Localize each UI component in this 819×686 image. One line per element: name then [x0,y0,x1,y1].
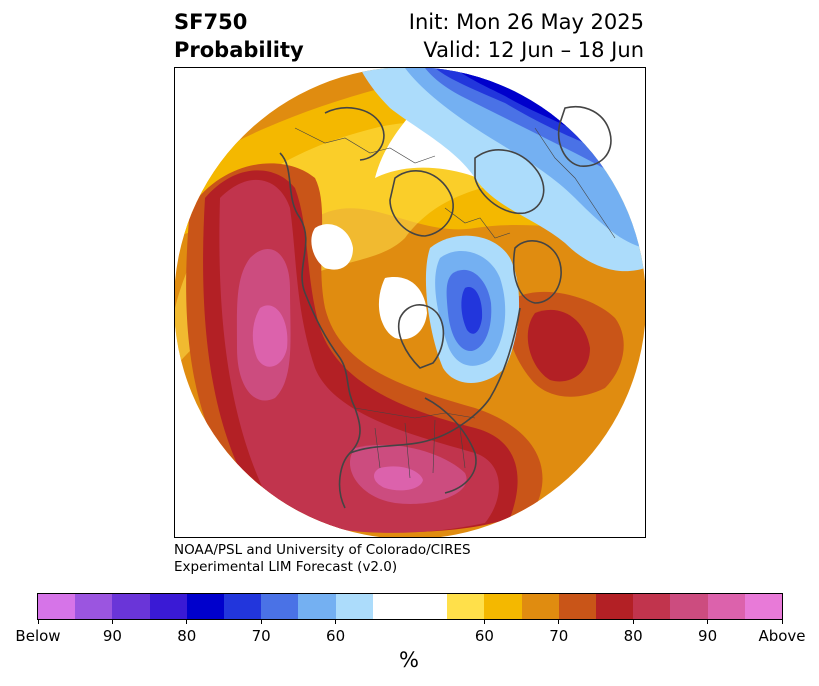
field-pink-west [252,305,288,367]
colorbar-tick-mark [260,619,262,624]
coast-east-asia [324,107,385,161]
colorbar-tick-mark [186,619,188,624]
colorbar-tick-mark [335,619,337,624]
colorbar-tick-label: 80 [623,627,643,645]
colorbar-swatch [335,594,373,619]
colorbar-swatch [298,594,336,619]
colorbar-tick-mark [632,619,634,624]
field-pink-us [373,466,423,491]
colorbar-tick-label: 60 [326,627,346,645]
colorbar-swatch [596,594,634,619]
colorbar-swatch [224,594,262,619]
field-white-center [378,277,427,340]
colorbar-swatch [149,594,187,619]
colorbar-swatch [744,594,783,619]
title-variable: SF750 [174,10,248,34]
forecast-map [174,67,646,538]
colorbar-tick-label: Below [15,627,61,645]
valid-period: Valid: 12 Jun – 18 Jun [423,38,644,62]
colorbar-swatch [633,594,671,619]
colorbar-tick-label: 90 [698,627,718,645]
forecast-dates: Init: Mon 26 May 2025 Valid: 12 Jun – 18… [409,8,644,64]
field-white-northwest [311,224,353,270]
colorbar-swatch [75,594,113,619]
border-europe [444,207,511,239]
probability-colorbar [37,593,783,620]
colorbar-tick-label: 80 [177,627,197,645]
colorbar-swatch [447,594,485,619]
credit-line-1: NOAA/PSL and University of Colorado/CIRE… [174,542,471,558]
colorbar-swatch [112,594,150,619]
colorbar-swatch [707,594,745,619]
colorbar-tick-mark [37,619,39,624]
border-middle-east [534,127,616,239]
colorbar-swatch [261,594,299,619]
coast-russia-north [474,149,545,215]
colorbar-swatch [38,594,76,619]
colorbar-tick-label: 70 [251,627,271,645]
colorbar-tick-mark [558,619,560,624]
colorbar-tick-label: Above [758,627,806,645]
coast-north-america-north [349,307,521,454]
colorbar-tick-mark [483,619,485,624]
border-us-states [374,419,466,479]
data-credit: NOAA/PSL and University of Colorado/CIRE… [174,542,471,576]
map-title: SF750 Probability [174,8,304,64]
border-asia [294,127,436,164]
colorbar-tick-label: 90 [102,627,122,645]
colorbar-tick-label: 60 [474,627,494,645]
colorbar-swatch [484,594,522,619]
coast-scandinavia [512,239,562,304]
colorbar-unit: % [399,648,419,672]
coastlines [279,106,612,509]
colorbar-swatch [558,594,597,619]
coast-hudson-bay [398,304,445,369]
colorbar-swatch [372,594,411,619]
field-crimson [219,179,499,533]
coast-gulf [424,397,477,494]
colorbar-tick-mark [781,619,783,624]
border-canada-us [354,407,476,419]
colorbar-swatch [186,594,225,619]
colorbar-tick-mark [707,619,709,624]
colorbar-swatch [670,594,708,619]
colorbar-tick-label: 70 [549,627,569,645]
field-red-east [527,309,590,382]
coast-arabia [558,106,612,167]
credit-line-2: Experimental LIM Forecast (v2.0) [174,559,398,575]
title-type: Probability [174,38,304,62]
field-blue-center [461,287,483,334]
colorbar-swatch [521,594,559,619]
colorbar-swatch [410,594,448,619]
colorbar-tick-mark [111,619,113,624]
probability-field [175,68,645,537]
coast-siberia [389,169,454,237]
init-date: Init: Mon 26 May 2025 [408,10,644,34]
polar-projection-map [175,68,645,537]
borders [294,127,616,479]
